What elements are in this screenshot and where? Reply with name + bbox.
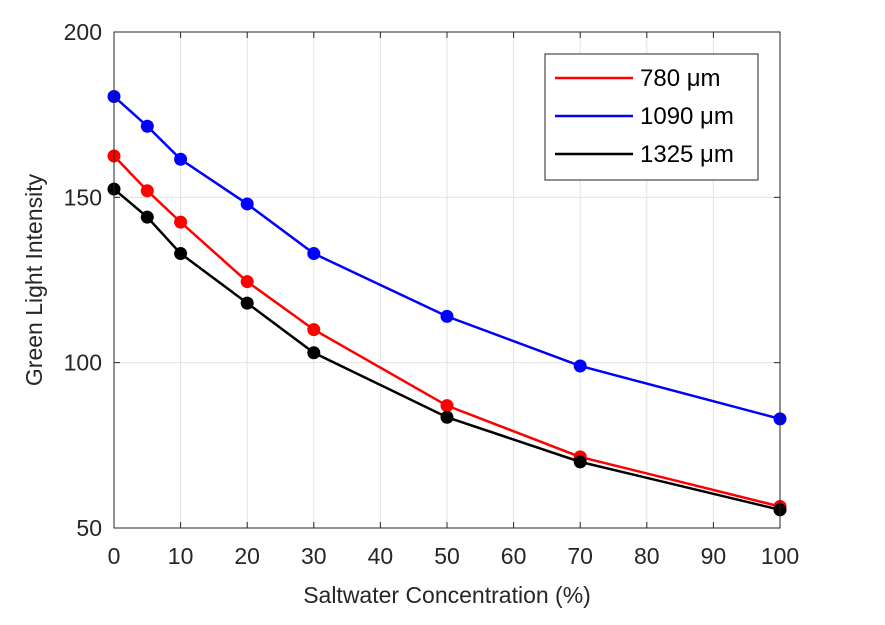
- data-point: [140, 119, 154, 133]
- series-line: [113, 95, 781, 421]
- axis-ticks: 0 10 20 30 40 50 60 70 80 90 100 50 100 150 200: [64, 19, 800, 569]
- data-point: [440, 399, 454, 413]
- data-point: [573, 359, 587, 373]
- data-point: [240, 197, 254, 211]
- legend-label: 1090 μm: [640, 103, 734, 130]
- x-tick-label: 60: [501, 543, 527, 569]
- data-point: [307, 346, 321, 360]
- legend-label: 780 μm: [640, 65, 721, 92]
- x-axis-label: Saltwater Concentration (%): [303, 582, 591, 608]
- data-point: [174, 247, 188, 261]
- data-point: [174, 215, 188, 229]
- data-point: [174, 152, 188, 166]
- data-point: [240, 296, 254, 310]
- data-point: [240, 275, 254, 289]
- data-point: [307, 247, 321, 261]
- data-point: [440, 309, 454, 323]
- data-point: [307, 323, 321, 337]
- series-layer: [107, 89, 787, 517]
- data-point: [440, 410, 454, 424]
- x-tick-label: 10: [168, 543, 194, 569]
- series-2: [107, 182, 787, 517]
- x-tick-label: 0: [108, 543, 121, 569]
- x-tick-label: 20: [234, 543, 260, 569]
- series-line: [113, 188, 781, 512]
- x-tick-label: 100: [761, 543, 799, 569]
- data-point: [573, 455, 587, 469]
- x-tick-label: 70: [567, 543, 593, 569]
- x-tick-label: 90: [701, 543, 727, 569]
- y-tick-label: 50: [76, 515, 102, 541]
- y-tick-label: 100: [64, 350, 102, 376]
- y-axis-label: Green Light Intensity: [21, 173, 47, 386]
- data-point: [140, 210, 154, 224]
- x-tick-label: 50: [434, 543, 460, 569]
- series-line: [113, 155, 781, 508]
- x-tick-label: 80: [634, 543, 660, 569]
- data-point: [140, 184, 154, 198]
- legend: 780 μm 1090 μm 1325 μm: [544, 53, 759, 181]
- x-tick-label: 30: [301, 543, 327, 569]
- legend-label: 1325 μm: [640, 141, 734, 168]
- y-tick-label: 150: [64, 184, 102, 210]
- x-tick-label: 40: [368, 543, 394, 569]
- y-tick-label: 200: [64, 19, 102, 45]
